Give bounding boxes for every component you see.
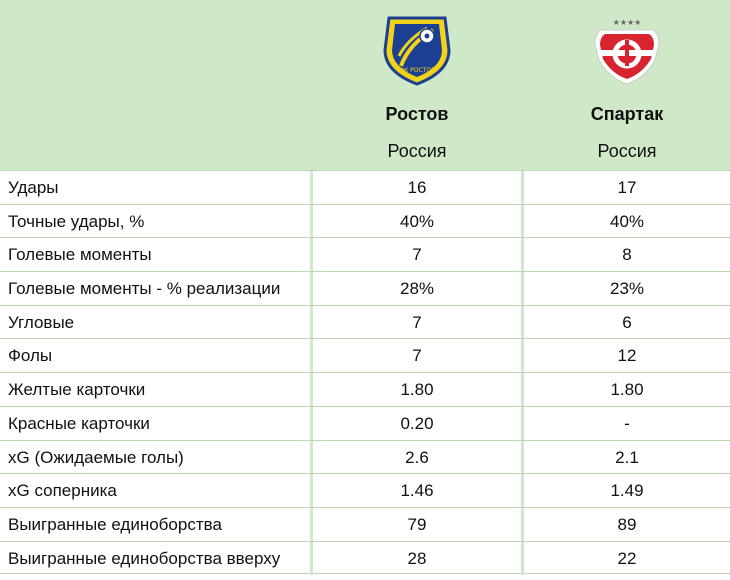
rostov-crest-icon: ФК РОСТОВ [383, 16, 451, 86]
stat-value-spartak: 12 [617, 346, 637, 366]
stat-row: Голевые моменты 7 8 [0, 237, 730, 272]
stat-value-spartak: 1.49 [610, 481, 644, 501]
team-name-rostov: Ростов [385, 104, 449, 124]
stat-value-rostov: 40% [399, 211, 435, 231]
stat-row: Голевые моменты - % реализации 28% 23% [0, 271, 730, 306]
spartak-crest-icon: ★★★★ [594, 18, 660, 85]
team-country-spartak: Россия [597, 141, 657, 161]
stat-row: Выигранные единоборства вверху 28 22 [0, 540, 730, 575]
stat-row: Красные карточки 0.20 - [0, 405, 730, 440]
stat-value-spartak: 40% [609, 211, 645, 231]
stat-value-spartak: 23% [609, 279, 645, 299]
rostov-logo-text: ФК РОСТОВ [399, 67, 435, 74]
stat-value-rostov: 79 [407, 514, 427, 534]
stat-row: xG (Ожидаемые голы) 2.6 2.1 [0, 439, 730, 474]
stat-value-rostov: 2.6 [405, 447, 429, 467]
stat-value-spartak: 6 [622, 312, 632, 332]
stat-value-rostov: 16 [407, 178, 427, 197]
stat-value-rostov: 1.46 [400, 481, 434, 501]
stat-row: Выигранные единоборства 79 89 [0, 506, 730, 541]
stat-label: xG (Ожидаемые голы) [8, 447, 184, 467]
stat-label: Голевые моменты [8, 245, 152, 265]
stat-label: Желтые карточки [8, 380, 146, 400]
stat-value-rostov: 28 [407, 548, 427, 568]
team-column-spartak: ★★★★ Спартак Россия [524, 0, 730, 170]
stat-value-spartak: 2.1 [615, 447, 639, 467]
stat-value-spartak: 17 [617, 178, 637, 197]
stat-row: xG соперника 1.46 1.49 [0, 473, 730, 508]
stat-value-rostov: 7 [412, 312, 422, 332]
stat-row: Угловые 7 6 [0, 304, 730, 339]
stat-row: Фолы 7 12 [0, 338, 730, 373]
team-column-rostov: ФК РОСТОВ Ростов Россия [313, 0, 521, 170]
spartak-stars: ★★★★ [613, 18, 642, 27]
stat-label: Фолы [8, 346, 53, 366]
stat-label: Выигранные единоборства вверху [8, 548, 281, 568]
stat-label: Выигранные единоборства [8, 514, 222, 534]
stat-row: Удары 16 17 [0, 170, 730, 204]
stat-value-rostov: 7 [412, 346, 422, 366]
team-country-rostov: Россия [387, 141, 447, 161]
stat-value-spartak: 89 [617, 514, 637, 534]
stat-value-rostov: 28% [399, 279, 435, 299]
stat-value-rostov: 0.20 [400, 413, 434, 433]
team-name-spartak: Спартак [590, 104, 664, 124]
stat-label: Точные удары, % [8, 211, 145, 231]
stat-value-rostov: 1.80 [400, 380, 434, 400]
stat-label: Угловые [8, 312, 75, 332]
stat-value-spartak: - [624, 413, 630, 433]
stat-value-spartak: 22 [617, 548, 637, 568]
stat-label: Красные карточки [8, 413, 150, 433]
stat-label: xG соперника [8, 481, 117, 501]
stat-label: Удары [8, 178, 59, 197]
stats-table: Удары 16 17 Точные удары, % 40% 40% Голе… [0, 170, 730, 575]
teams-header: ФК РОСТОВ Ростов Россия ★★★★ Спартак Рос… [0, 0, 730, 170]
stat-row: Точные удары, % 40% 40% [0, 203, 730, 238]
stat-value-spartak: 1.80 [610, 380, 644, 400]
stat-value-rostov: 7 [412, 245, 422, 265]
stat-label: Голевые моменты - % реализации [8, 279, 281, 299]
stat-row: Желтые карточки 1.80 1.80 [0, 372, 730, 407]
stat-value-spartak: 8 [622, 245, 632, 265]
